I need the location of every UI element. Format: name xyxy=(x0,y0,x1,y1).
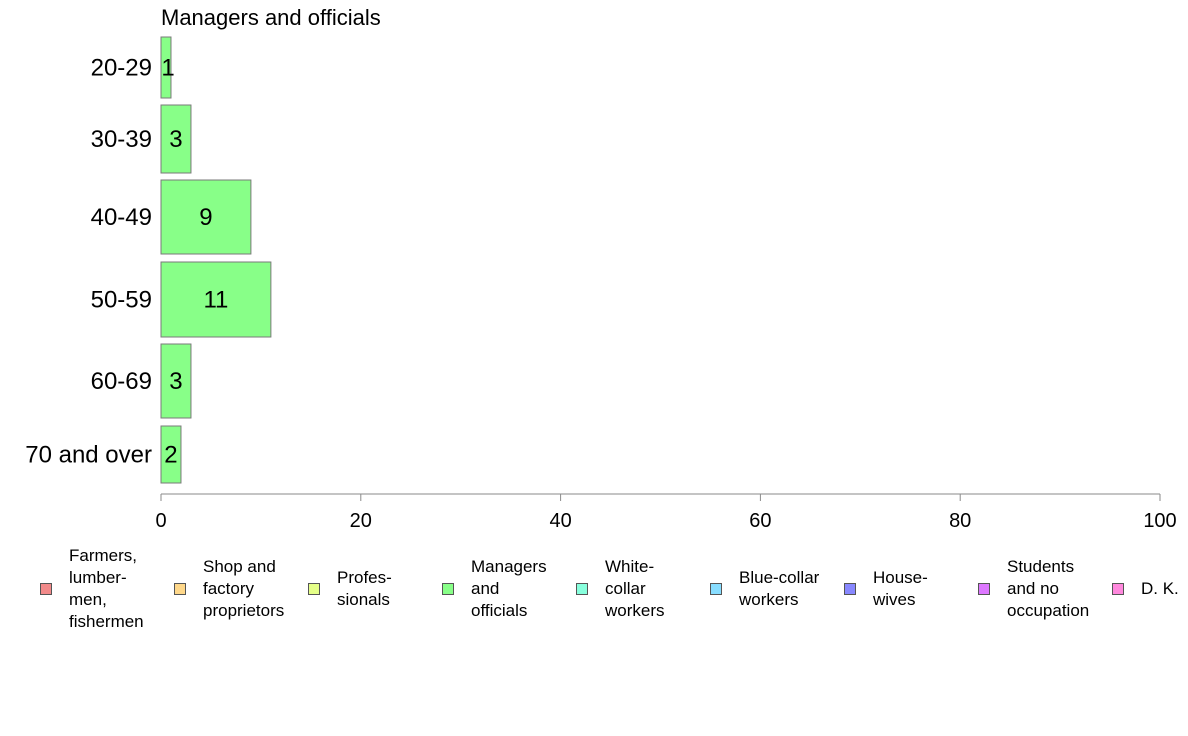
x-tick-label: 40 xyxy=(549,510,571,532)
x-axis: 0 20 40 60 80 100 xyxy=(155,493,1177,532)
bar-20-29 xyxy=(160,36,172,99)
bar-70-and-over xyxy=(160,425,182,484)
bar-30-39 xyxy=(160,104,192,174)
data-label: 3 xyxy=(169,368,182,395)
data-label: 1 xyxy=(161,55,174,82)
category-label: 60-69 xyxy=(91,368,152,395)
data-label: 9 xyxy=(199,204,212,231)
x-tick-label: 20 xyxy=(350,510,372,532)
category-label: 40-49 xyxy=(91,204,152,231)
chart-title: Managers and officials xyxy=(161,5,381,30)
bar-40-49 xyxy=(160,179,252,255)
data-label: 3 xyxy=(169,126,182,153)
category-label: 70 and over xyxy=(25,442,152,469)
category-label: 20-29 xyxy=(91,55,152,82)
x-tick-label: 100 xyxy=(1143,510,1176,532)
x-tick-label: 0 xyxy=(155,510,166,532)
bars-group: 20-29 1 30-39 3 40-49 9 50-59 11 60-69 3 70 and ov… xyxy=(25,36,272,484)
category-label: 50-59 xyxy=(91,287,152,314)
x-tick-label: 60 xyxy=(749,510,771,532)
bar-50-59 xyxy=(160,261,272,338)
bar-60-69 xyxy=(160,343,192,419)
data-label: 11 xyxy=(203,287,228,314)
category-label: 30-39 xyxy=(91,126,152,153)
x-tick-label: 80 xyxy=(949,510,971,532)
data-label: 2 xyxy=(164,442,177,469)
